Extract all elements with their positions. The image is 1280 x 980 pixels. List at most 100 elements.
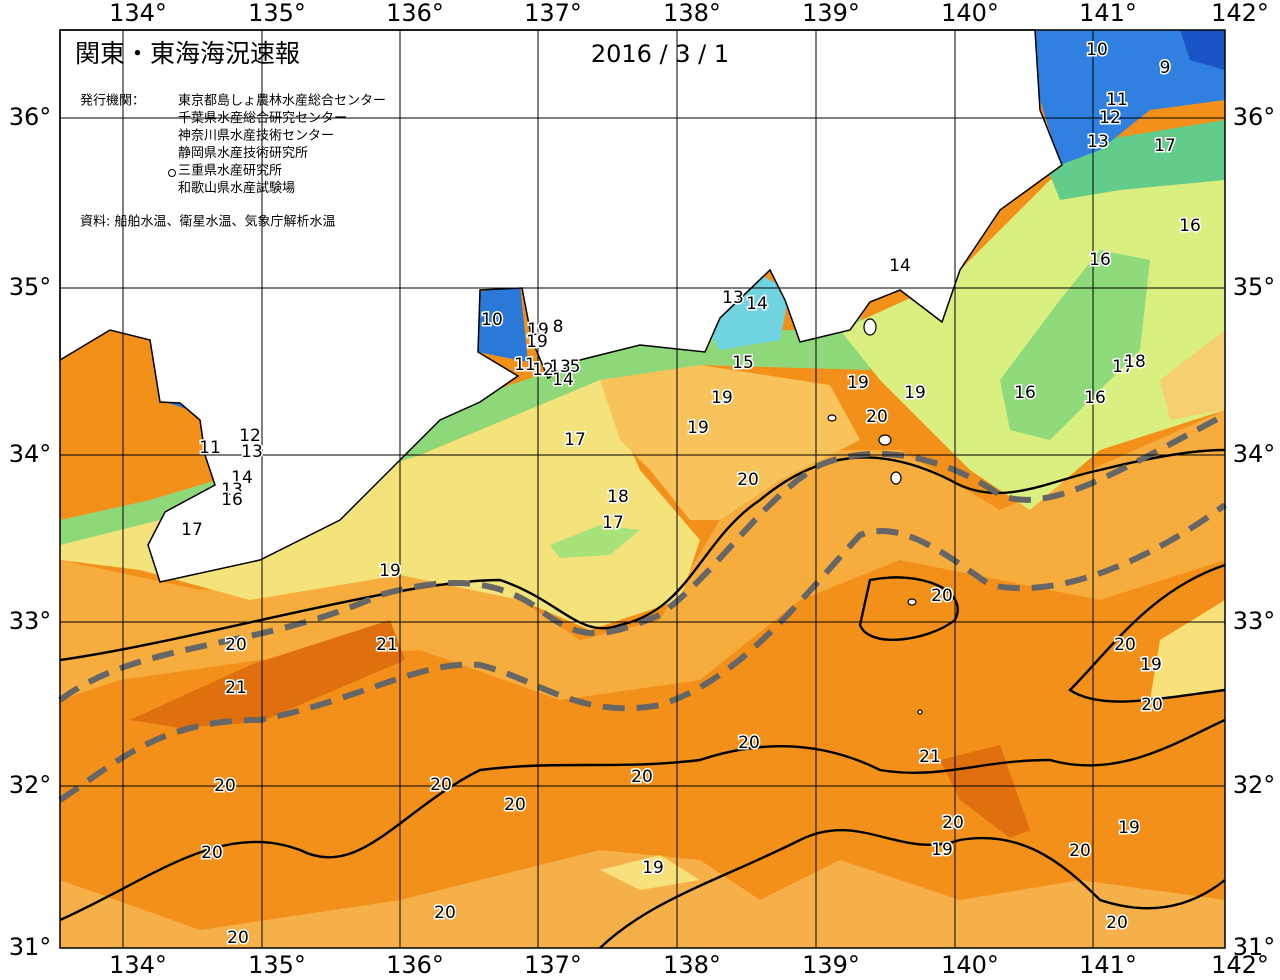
contour-label: 16 bbox=[221, 490, 243, 510]
map-frame bbox=[59, 29, 1226, 949]
contour-label: 16 bbox=[1089, 250, 1111, 270]
lat-label-right: 34° bbox=[1233, 440, 1276, 468]
lon-label-bottom: 138° bbox=[663, 951, 721, 979]
contour-label: 20 bbox=[1069, 841, 1091, 861]
contour-label: 11 bbox=[1106, 90, 1128, 110]
lon-label-bottom: 134° bbox=[109, 951, 167, 979]
lat-label-right: 31° bbox=[1233, 933, 1276, 961]
lon-label-bottom: 140° bbox=[941, 951, 999, 979]
date: 2016 / 3 / 1 bbox=[591, 40, 729, 68]
contour-label: 13 bbox=[722, 288, 744, 308]
contour-label: 5 bbox=[570, 357, 581, 377]
labels: 134° 134° 135° 135° 136° 136° 137° 137° 138° 138°… bbox=[9, 0, 1276, 979]
contour-label: 19 bbox=[931, 840, 953, 860]
graticule bbox=[60, 30, 1225, 948]
contour-label: 11 bbox=[199, 438, 221, 458]
contour-label: 20 bbox=[1114, 635, 1136, 655]
contour-label: 20 bbox=[738, 733, 760, 753]
lat-label-left: 35° bbox=[9, 273, 52, 301]
lon-label-bottom: 141° bbox=[1079, 951, 1137, 979]
issuer: 神奈川県水産技術センター bbox=[178, 128, 334, 144]
lat-label-left: 31° bbox=[9, 933, 52, 961]
contour-label: 21 bbox=[919, 747, 941, 767]
contour-label: 12 bbox=[532, 360, 554, 380]
contour-label: 19 bbox=[1140, 655, 1162, 675]
contour-label: 20 bbox=[1141, 695, 1163, 715]
contour-label: 20 bbox=[942, 813, 964, 833]
contour-label: 21 bbox=[376, 635, 398, 655]
contour-label: 17 bbox=[602, 513, 624, 533]
contour-label: 20 bbox=[1106, 913, 1128, 933]
lon-label-bottom: 137° bbox=[524, 951, 582, 979]
lon-label-top: 138° bbox=[663, 0, 721, 27]
contour-label: 17 bbox=[1154, 136, 1176, 156]
contour-label: 20 bbox=[201, 843, 223, 863]
contour-label: 19 bbox=[642, 858, 664, 878]
contour-label: 8 bbox=[553, 317, 564, 337]
contour-label: 16 bbox=[1084, 388, 1106, 408]
lat-label-right: 33° bbox=[1233, 607, 1276, 635]
contour-label: 20 bbox=[430, 775, 452, 795]
title: 関東・東海海況速報 bbox=[75, 39, 300, 68]
lat-label-left: 34° bbox=[9, 440, 52, 468]
contour-label: 16 bbox=[1179, 216, 1201, 236]
land bbox=[59, 29, 1063, 583]
lat-label-left: 36° bbox=[9, 103, 52, 131]
contour-label: 19 bbox=[687, 418, 709, 438]
contour-label: 19 bbox=[527, 320, 549, 340]
contour-label: 9 bbox=[1160, 58, 1171, 78]
contour-label: 12 bbox=[1099, 108, 1121, 128]
lat-label-right: 35° bbox=[1233, 273, 1276, 301]
lat-label-left: 32° bbox=[9, 771, 52, 799]
contour-label: 16 bbox=[1014, 383, 1036, 403]
issuer-label: 発行機関： bbox=[80, 94, 145, 109]
contour-label: 21 bbox=[225, 678, 247, 698]
contour-label: 15 bbox=[732, 353, 754, 373]
contour-label: 20 bbox=[434, 903, 456, 923]
contour-label: 13 bbox=[1087, 132, 1109, 152]
lat-label-right: 36° bbox=[1233, 103, 1276, 131]
contour-label: 17 bbox=[181, 520, 203, 540]
lon-label-top: 139° bbox=[802, 0, 860, 27]
contour-label: 17 bbox=[1112, 357, 1134, 377]
contour-label: 10 bbox=[481, 310, 503, 330]
source: 資料: 船舶水温、衛星水温、気象庁解析水温 bbox=[80, 214, 336, 230]
contour-label: 13 bbox=[221, 480, 243, 500]
lon-label-bottom: 139° bbox=[802, 951, 860, 979]
lat-label-right: 32° bbox=[1233, 771, 1276, 799]
lon-label-bottom: 136° bbox=[386, 951, 444, 979]
contour-label: 11 bbox=[514, 355, 536, 375]
contour-label: 19 bbox=[1118, 818, 1140, 838]
contour-label: 18 bbox=[1124, 352, 1146, 372]
issuer-marker bbox=[168, 169, 176, 177]
contour-label: 20 bbox=[866, 407, 888, 427]
contour-label: 20 bbox=[631, 767, 653, 787]
islands bbox=[827, 318, 923, 715]
current-axis bbox=[58, 412, 1227, 803]
contour-label: 20 bbox=[504, 795, 526, 815]
contour-label: 14 bbox=[231, 468, 253, 488]
lon-label-bottom: 142° bbox=[1211, 951, 1269, 979]
contour-label: 14 bbox=[552, 370, 574, 390]
lon-label-top: 135° bbox=[248, 0, 306, 27]
contour-label: 13 bbox=[549, 357, 571, 377]
contour-label: 14 bbox=[889, 256, 911, 276]
contour-label: 19 bbox=[526, 332, 548, 352]
contour-label: 18 bbox=[607, 487, 629, 507]
contour-label: 19 bbox=[904, 383, 926, 403]
contour-label: 19 bbox=[711, 388, 733, 408]
lat-label-left: 33° bbox=[9, 607, 52, 635]
issuer: 千葉県水産総合研究センター bbox=[178, 110, 347, 126]
contour-label: 20 bbox=[737, 470, 759, 490]
lon-label-top: 134° bbox=[109, 0, 167, 27]
issuer: 三重県水産研究所 bbox=[178, 163, 282, 179]
issuer: 静岡県水産技術研究所 bbox=[178, 145, 308, 161]
contour-label: 20 bbox=[225, 635, 247, 655]
lon-label-top: 137° bbox=[524, 0, 582, 27]
contour-label: 17 bbox=[564, 430, 586, 450]
lon-label-top: 142° bbox=[1211, 0, 1269, 27]
contour-label: 10 bbox=[1086, 40, 1108, 60]
contour-label: 13 bbox=[241, 442, 263, 462]
lon-label-bottom: 135° bbox=[248, 951, 306, 979]
contour-label: 20 bbox=[931, 586, 953, 606]
